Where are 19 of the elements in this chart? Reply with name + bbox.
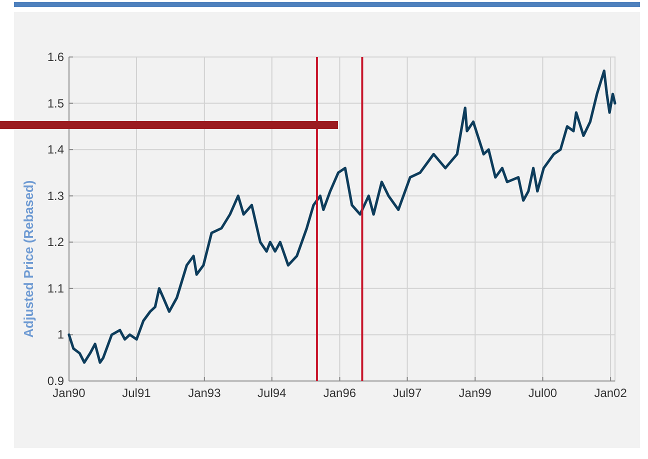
x-tick-label: Jul94 <box>258 386 287 400</box>
y-tick-label: 1.4 <box>47 142 64 157</box>
x-tick-label: Jul00 <box>528 386 558 400</box>
x-tick-label: Jul91 <box>122 386 152 400</box>
y-axis-title: Adjusted Price (Rebased) <box>21 180 36 338</box>
x-tick-label: Jan99 <box>458 386 492 400</box>
y-tick-label: 1.1 <box>47 281 64 296</box>
x-tick-label: Jul97 <box>392 386 422 400</box>
x-tick-label: Jan93 <box>188 386 222 400</box>
y-tick-label: 1 <box>57 328 64 342</box>
x-tick-label: Jan02 <box>594 386 628 400</box>
line-series <box>68 70 616 364</box>
y-tick-label: 1.5 <box>47 96 64 110</box>
y-tick-label: 0.9 <box>47 374 64 388</box>
y-tick-label: 1.2 <box>47 235 64 250</box>
x-tick-label: Jan90 <box>52 386 86 400</box>
y-tick-label: 1.3 <box>47 188 64 203</box>
x-tick-label: Jan96 <box>323 386 356 400</box>
y-tick-label: 1.6 <box>47 50 64 64</box>
